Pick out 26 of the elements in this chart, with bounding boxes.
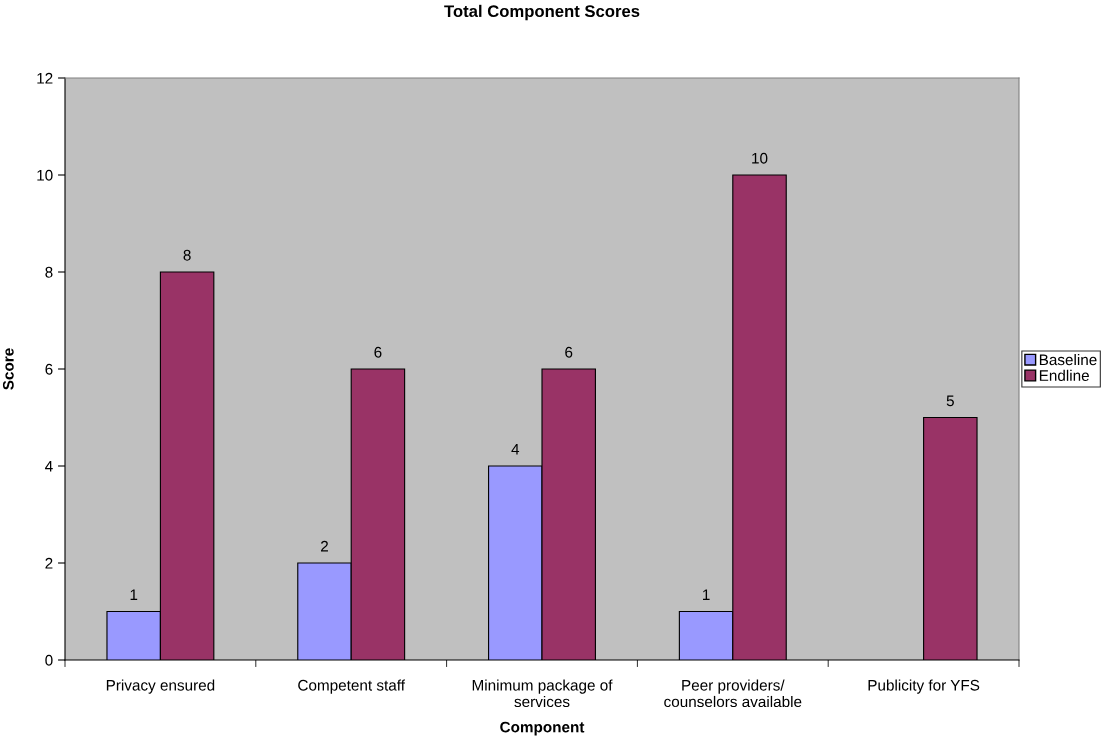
y-tick-label: 10 (37, 169, 53, 181)
data-label: 5 (946, 395, 954, 407)
data-label: 6 (565, 346, 573, 358)
data-label: 1 (130, 589, 138, 600)
x-tick-label: Competent staff (298, 679, 406, 694)
legend-label: Baseline (1039, 353, 1097, 366)
x-axis-title: Component (500, 721, 585, 736)
data-label: 10 (752, 152, 768, 164)
y-tick-label: 6 (45, 363, 53, 375)
legend-label: Endline (1039, 369, 1089, 381)
y-tick-label: 12 (37, 72, 53, 84)
data-label: 2 (321, 540, 328, 552)
x-tick-label: Privacy ensured (106, 679, 215, 694)
x-tick-label: Minimum package of services (472, 679, 613, 708)
x-tick-label: Peer providers/ counselors available (664, 679, 802, 708)
data-label: 4 (511, 443, 520, 455)
y-tick-label: 2 (45, 557, 53, 569)
chart-title: Total Component Scores (444, 4, 640, 21)
y-tick-label: 8 (45, 266, 53, 278)
y-tick-label: 4 (45, 461, 53, 472)
data-label: 8 (183, 249, 191, 261)
data-label: 1 (703, 589, 710, 600)
y-tick-label: 0 (45, 654, 53, 666)
y-axis-title: Score (2, 348, 14, 390)
data-label: 6 (374, 346, 382, 358)
x-tick-label: Publicity for YFS (868, 679, 980, 694)
